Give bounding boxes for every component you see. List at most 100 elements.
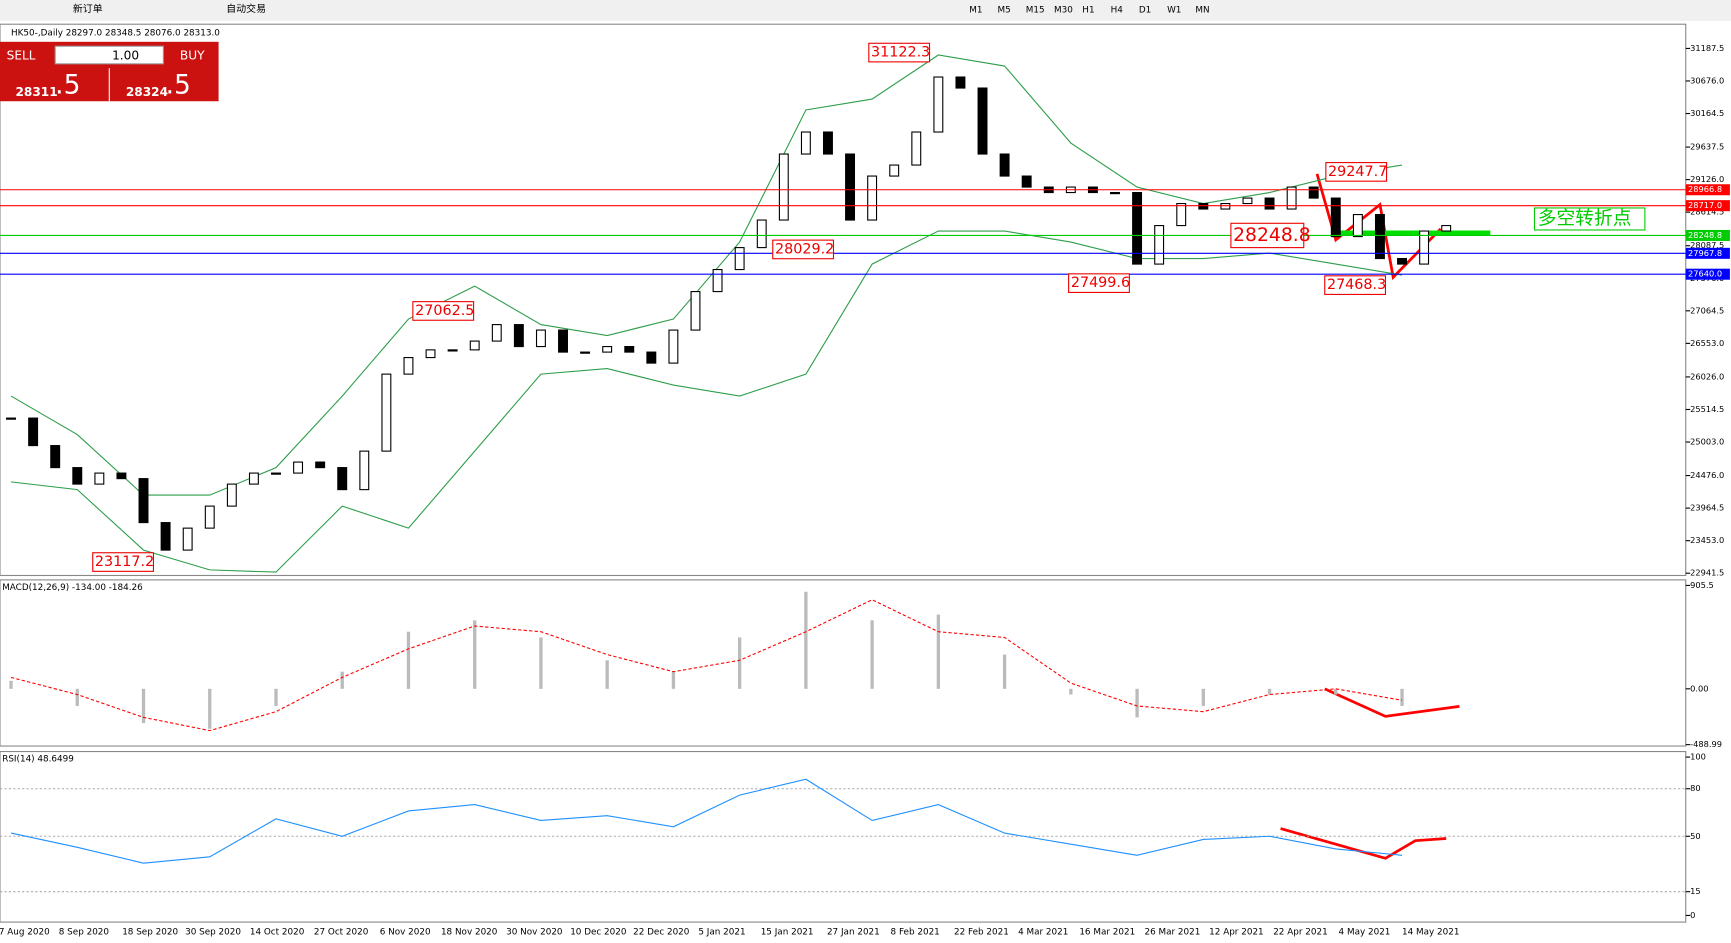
order-panel[interactable]: SELL 1.00 BUY 28311 .5 28324 .5	[0, 41, 219, 102]
y-tick-label: -488.99	[1690, 739, 1722, 749]
candle	[822, 131, 833, 155]
candle	[1242, 197, 1253, 205]
annotation: 27468.3	[1327, 277, 1386, 293]
candle	[403, 357, 414, 375]
ask-frac[interactable]: .5	[166, 69, 191, 100]
date-label: 8 Feb 2021	[891, 928, 940, 938]
bid-frac[interactable]: .5	[55, 69, 80, 100]
timeframe[interactable]: D1	[1139, 5, 1151, 15]
annotation-box	[1324, 275, 1387, 295]
ask-main[interactable]: 28324	[126, 85, 168, 99]
macd-bar	[936, 614, 941, 689]
lot-field[interactable]	[54, 45, 164, 65]
timeframe[interactable]: M5	[998, 5, 1011, 15]
macd-bar	[1002, 654, 1007, 689]
candle	[293, 461, 304, 474]
macd-bar	[1334, 688, 1338, 695]
macd-bar	[340, 671, 344, 689]
macd-bar	[870, 620, 874, 689]
toolbar-button[interactable]: 自动交易	[226, 2, 266, 15]
macd-bar	[274, 688, 278, 706]
candle	[1154, 225, 1165, 265]
level-label: 27967.8	[1688, 248, 1722, 258]
macd-bar	[75, 688, 79, 706]
level-label: 28717.0	[1688, 200, 1722, 210]
y-tick-label: 100	[1690, 752, 1706, 762]
y-tick-label: 30164.5	[1690, 108, 1724, 118]
macd-bar	[208, 688, 212, 729]
candle	[182, 527, 193, 551]
candle	[248, 472, 259, 485]
candle	[50, 445, 61, 469]
candle	[1397, 257, 1407, 265]
annotation-box	[1325, 162, 1388, 182]
toolbar-button[interactable]: 新订单	[73, 2, 103, 15]
annotation-box	[92, 552, 155, 572]
candle	[359, 450, 370, 491]
candle	[447, 349, 458, 352]
y-tick-label: 28087.5	[1690, 240, 1724, 250]
date-label: 4 May 2021	[1339, 928, 1391, 938]
date-label: 26 Mar 2021	[1144, 928, 1200, 938]
candle	[955, 76, 966, 89]
macd-signal	[10, 599, 1403, 732]
buy-button[interactable]: BUY	[180, 49, 205, 63]
date-label: 5 Jan 2021	[698, 928, 745, 938]
level-label: 28248.8	[1688, 230, 1722, 240]
date-label: 18 Sep 2020	[122, 928, 178, 938]
sell-button[interactable]: SELL	[7, 49, 36, 63]
candle	[491, 324, 502, 342]
level-label: 27640.0	[1688, 269, 1722, 279]
macd-bar	[1201, 688, 1205, 706]
candle	[1176, 203, 1187, 227]
candle	[204, 505, 215, 529]
y-tick-label: 0	[1690, 910, 1695, 920]
macd-bar	[737, 637, 742, 689]
macd-bar	[671, 671, 676, 689]
candle	[94, 472, 105, 485]
annotation: 23117.2	[95, 554, 154, 570]
candle	[1021, 175, 1032, 188]
candle	[889, 164, 900, 177]
level-label: 28966.8	[1688, 184, 1722, 194]
bid-main[interactable]: 28311	[15, 85, 57, 99]
timeframe[interactable]: H1	[1082, 5, 1094, 15]
bollinger-band	[10, 54, 1403, 496]
macd-bar	[406, 631, 411, 689]
annotation-box	[412, 301, 475, 321]
candle	[1110, 191, 1120, 195]
candle	[425, 349, 436, 359]
annotation-box	[1230, 222, 1305, 249]
macd-bar	[1069, 688, 1073, 695]
lot[interactable]: 1.00	[112, 49, 139, 63]
candle	[1419, 230, 1430, 265]
timeframe[interactable]: MN	[1195, 5, 1209, 15]
candle	[646, 351, 657, 364]
timeframe[interactable]: M15	[1026, 5, 1045, 15]
candle	[558, 329, 568, 353]
macd-panel	[0, 579, 1687, 747]
timeframe[interactable]: H4	[1111, 5, 1124, 15]
macd-bar	[605, 660, 609, 689]
candle	[337, 467, 348, 491]
annotation: 31122.3	[871, 45, 930, 61]
note: 多空转折点	[1538, 208, 1632, 229]
level-tag	[1685, 247, 1730, 259]
timeframe[interactable]: M1	[969, 5, 982, 15]
date-label: 6 Nov 2020	[380, 928, 431, 938]
date-label: 14 Oct 2020	[250, 928, 305, 938]
y-tick-label: 26026.0	[1690, 371, 1724, 381]
y-tick-label: 23964.5	[1690, 503, 1724, 513]
timeframe[interactable]: W1	[1167, 5, 1181, 15]
candle	[469, 340, 480, 351]
timeframe[interactable]: M30	[1054, 5, 1073, 15]
macd-bar	[1267, 688, 1272, 695]
rsi-line	[10, 778, 1403, 864]
candle	[911, 131, 922, 166]
rsi-arrow	[1280, 827, 1447, 860]
y-tick-label: 15	[1690, 886, 1701, 896]
candle	[624, 346, 635, 353]
date-label: 12 Apr 2021	[1209, 928, 1263, 938]
main-chart	[0, 23, 1687, 577]
